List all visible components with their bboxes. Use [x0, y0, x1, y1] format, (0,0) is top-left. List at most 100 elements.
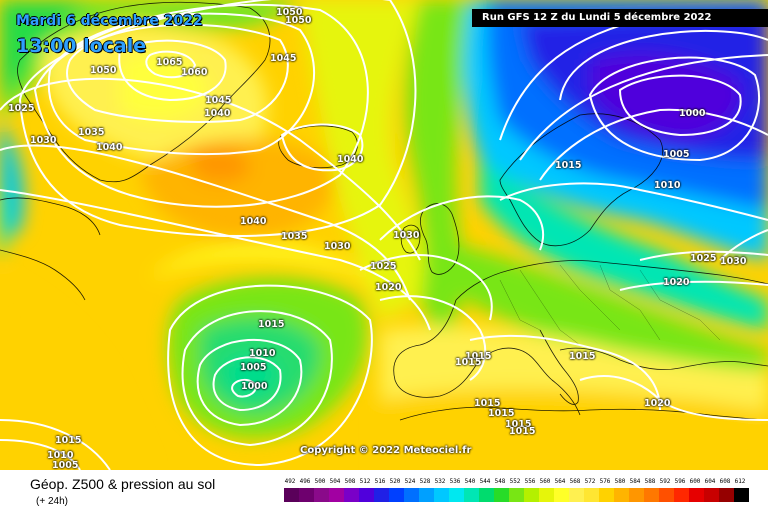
legend-swatch [464, 488, 479, 502]
isobar-label: 1045 [205, 95, 232, 106]
legend-swatch [479, 488, 494, 502]
isobar-label: 1025 [370, 261, 397, 272]
run-info: Run GFS 12 Z du Lundi 5 décembre 2022 [472, 9, 768, 27]
isobar-label: 1010 [47, 450, 74, 461]
legend-value: 592 [659, 478, 671, 485]
isobar-label: 1025 [8, 103, 35, 114]
legend-value: 604 [704, 478, 716, 485]
isobar-label: 1035 [78, 127, 105, 138]
legend-value: 608 [719, 478, 731, 485]
legend-swatch [419, 488, 434, 502]
isobar-label: 1040 [240, 216, 267, 227]
isobar-label: 1005 [52, 460, 79, 471]
isobar-label: 1015 [474, 398, 501, 409]
copyright-notice: Copyright © 2022 Meteociel.fr [300, 445, 472, 456]
legend-swatch [329, 488, 344, 502]
legend-swatch [539, 488, 554, 502]
isobar-label: 1015 [455, 357, 482, 368]
isobar-label: 1045 [270, 53, 297, 64]
isobar-label: 1050 [90, 65, 117, 76]
forecast-date: Mardi 6 décembre 2022 [16, 13, 203, 29]
legend-value: 564 [554, 478, 566, 485]
legend-swatch [689, 488, 704, 502]
legend-value: 540 [464, 478, 476, 485]
isobar-label: 1050 [276, 7, 303, 18]
legend-value: 544 [479, 478, 491, 485]
legend-value: 500 [314, 478, 326, 485]
isobar-label: 1010 [654, 180, 681, 191]
map-canvas [0, 0, 768, 470]
isobar-label: 1035 [281, 231, 308, 242]
legend-value: 584 [629, 478, 641, 485]
map-caption: Géop. Z500 & pression au sol [30, 476, 216, 492]
legend-value: 524 [404, 478, 416, 485]
legend-swatch [359, 488, 374, 502]
isobar-label: 1000 [241, 381, 268, 392]
legend-value: 528 [419, 478, 431, 485]
legend-value: 612 [734, 478, 746, 485]
legend-swatch [389, 488, 404, 502]
isobar-label: 1020 [375, 282, 402, 293]
isobar-label: 1015 [569, 351, 596, 362]
legend-swatch [614, 488, 629, 502]
legend-value: 600 [689, 478, 701, 485]
legend-swatch [644, 488, 659, 502]
legend-swatch [509, 488, 524, 502]
isobar-label: 1010 [249, 348, 276, 359]
legend-value: 496 [299, 478, 311, 485]
legend-swatch [659, 488, 674, 502]
legend-swatch [599, 488, 614, 502]
legend-value: 536 [449, 478, 461, 485]
isobar-label: 1030 [30, 135, 57, 146]
isobar-label: 1020 [663, 277, 690, 288]
footer-bar: Géop. Z500 & pression au sol (+ 24h) 492… [0, 470, 768, 512]
isobar-label: 1030 [324, 241, 351, 252]
legend-value: 588 [644, 478, 656, 485]
isobar-label: 1040 [337, 154, 364, 165]
isobar-label: 1020 [644, 398, 671, 409]
isobar-label: 1015 [488, 408, 515, 419]
legend-swatch [299, 488, 314, 502]
legend-swatch [674, 488, 689, 502]
isobar-label: 1040 [204, 108, 231, 119]
legend-value: 568 [569, 478, 581, 485]
legend-value: 548 [494, 478, 506, 485]
legend-value: 532 [434, 478, 446, 485]
forecast-lead: (+ 24h) [36, 496, 68, 507]
isobar-label: 1015 [505, 419, 532, 430]
legend-swatch [554, 488, 569, 502]
legend-value: 492 [284, 478, 296, 485]
legend-value: 580 [614, 478, 626, 485]
legend-swatch [719, 488, 734, 502]
legend-value: 572 [584, 478, 596, 485]
legend-swatch [314, 488, 329, 502]
legend-swatch [284, 488, 299, 502]
legend-swatch [569, 488, 584, 502]
legend-value: 576 [599, 478, 611, 485]
isobar-label: 1050 [285, 15, 312, 26]
isobar-label: 1025 [690, 253, 717, 264]
legend-value: 560 [539, 478, 551, 485]
isobar-label: 1015 [509, 426, 536, 437]
forecast-time: 13:00 locale [16, 35, 147, 57]
legend-swatch [704, 488, 719, 502]
geopotential-field [0, 0, 768, 470]
weather-map [0, 0, 768, 470]
legend-value: 516 [374, 478, 386, 485]
legend-value: 520 [389, 478, 401, 485]
legend-swatch [374, 488, 389, 502]
isobar-label: 1000 [679, 108, 706, 119]
legend-swatch [404, 488, 419, 502]
legend-swatch [449, 488, 464, 502]
legend-swatch [344, 488, 359, 502]
legend-swatch [734, 488, 749, 502]
legend-value: 552 [509, 478, 521, 485]
isobar-label: 1030 [393, 230, 420, 241]
isobar-lines [0, 0, 768, 470]
isobar-label: 1065 [156, 57, 183, 68]
color-legend: 492 496 500 504 508 512 516 520 524 528 532 536 540 5… [284, 478, 754, 506]
legend-swatch [629, 488, 644, 502]
legend-swatch [524, 488, 539, 502]
legend-value: 504 [329, 478, 341, 485]
isobar-label: 1015 [465, 351, 492, 362]
